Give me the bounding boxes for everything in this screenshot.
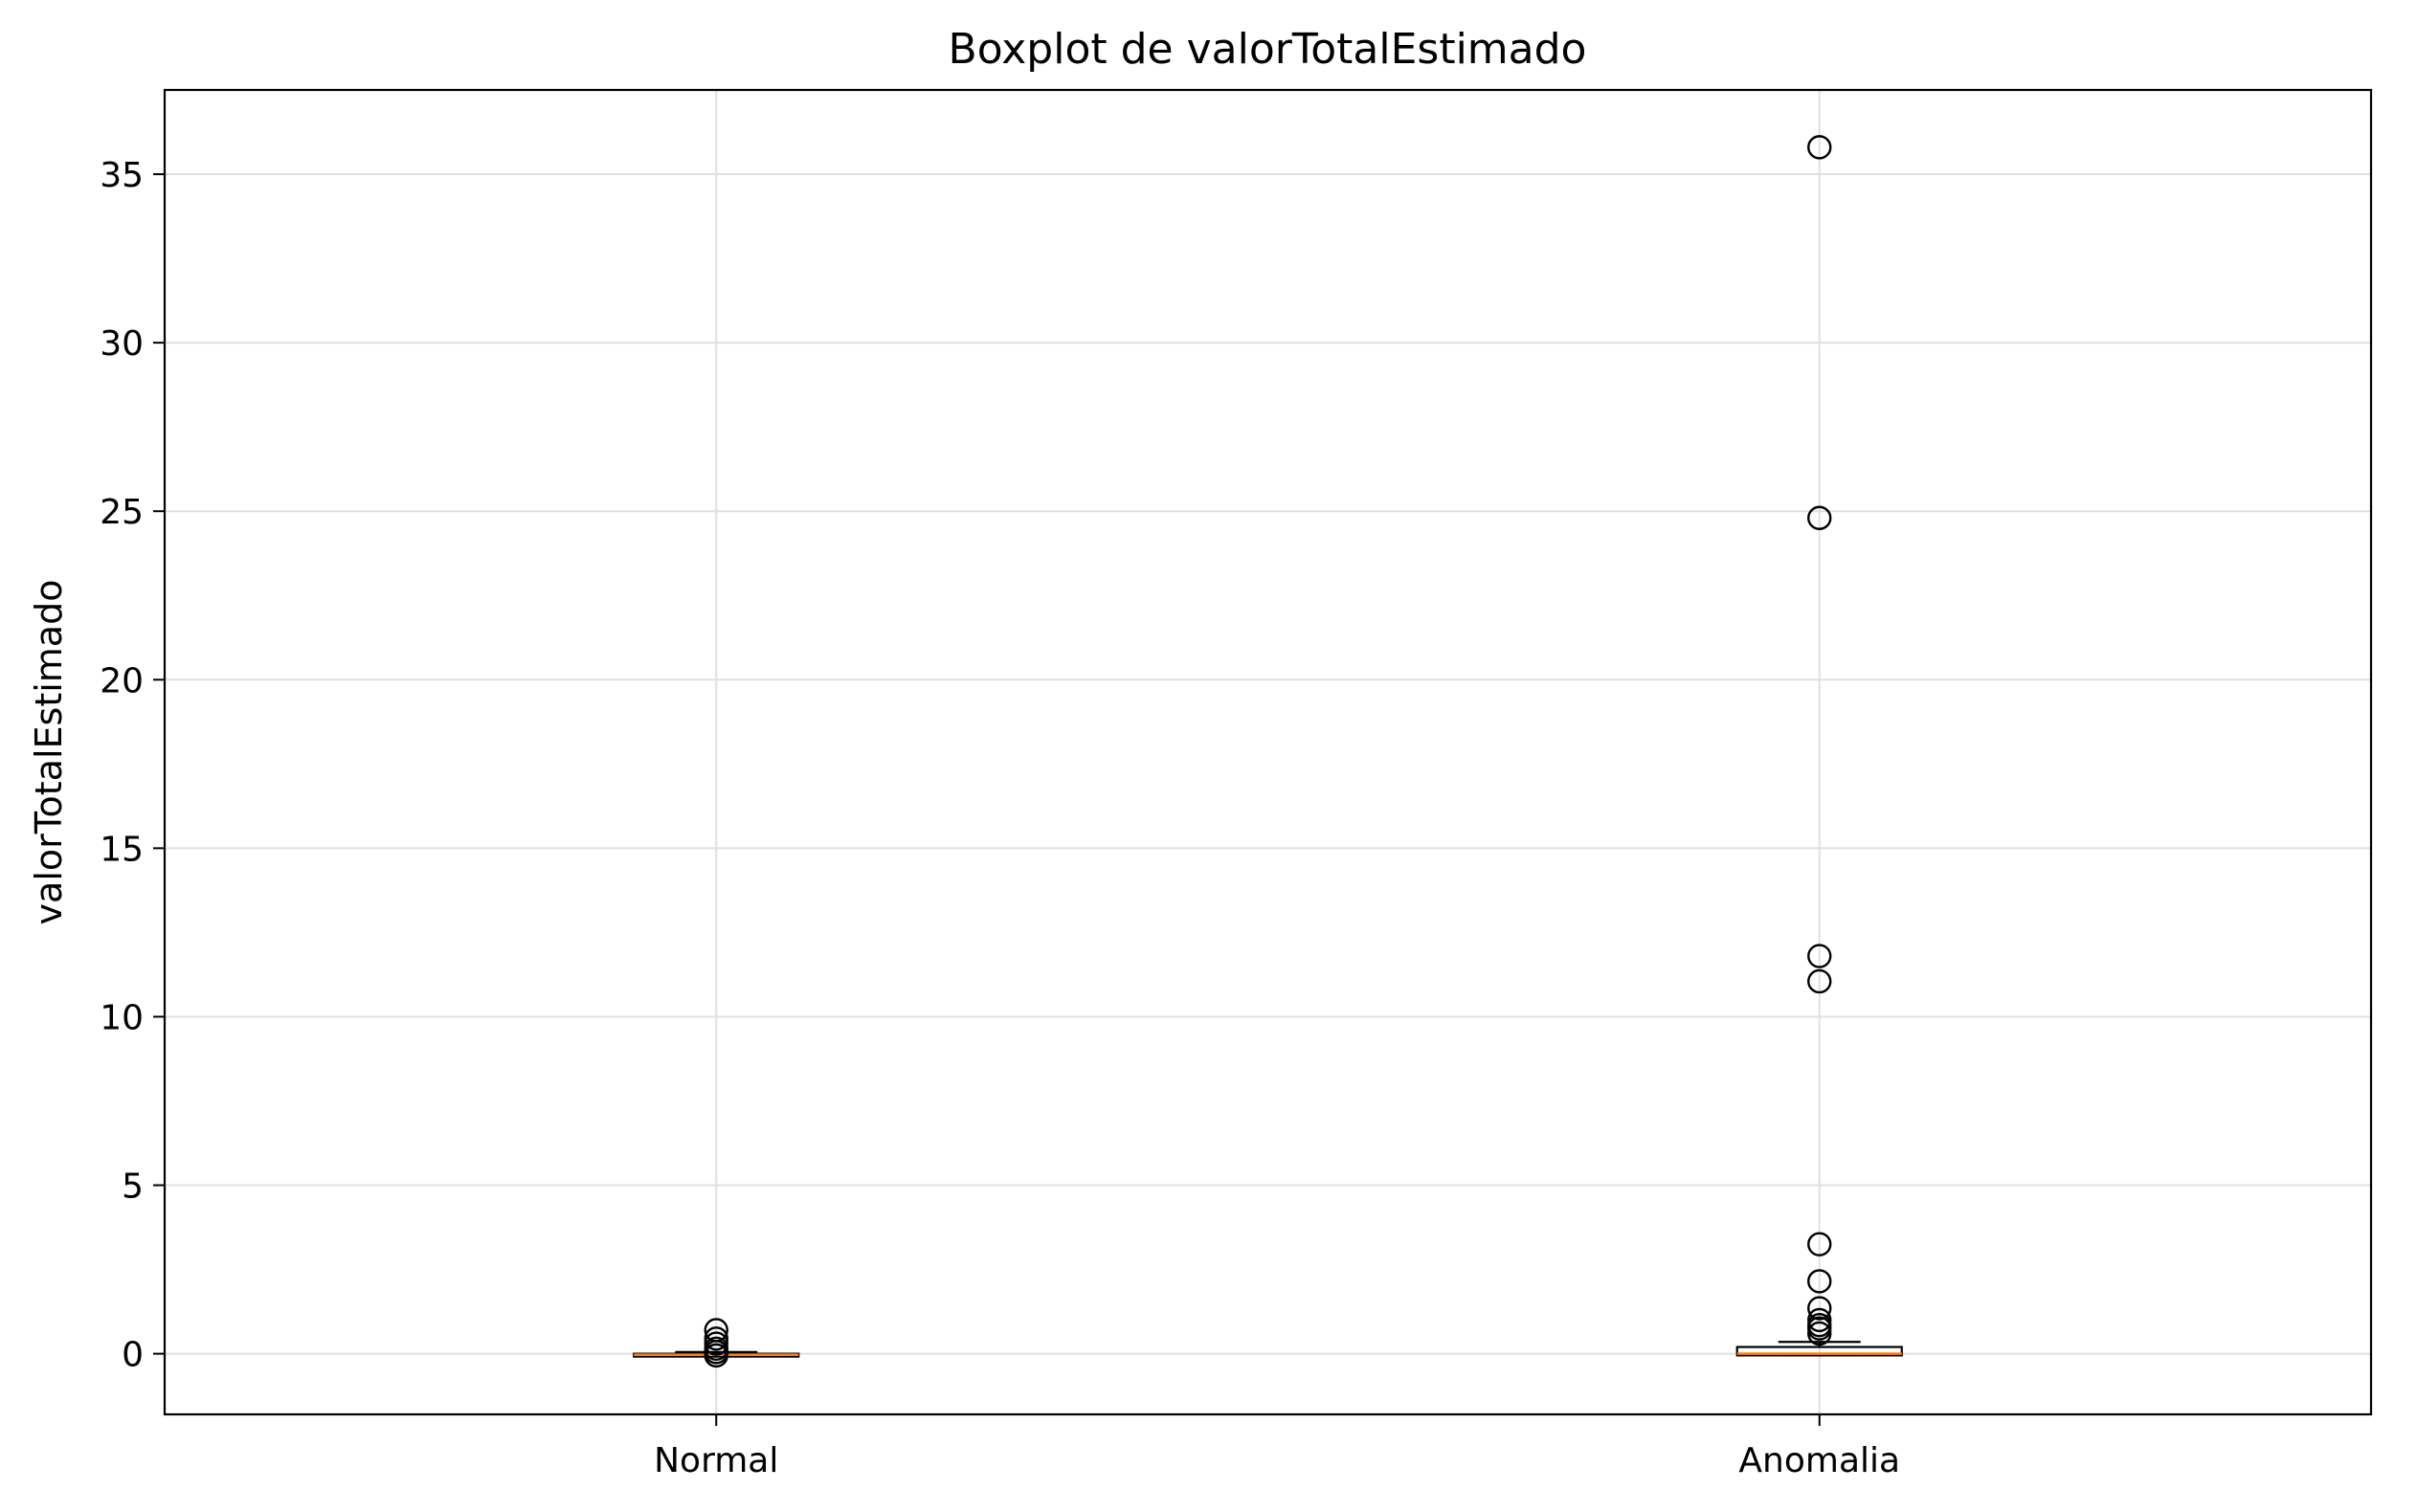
y-tick-label: 20 xyxy=(100,661,144,700)
y-tick-label: 15 xyxy=(100,830,144,869)
plot-area-frame xyxy=(163,88,2373,1416)
outlier-point xyxy=(1807,135,1832,160)
outlier-point xyxy=(1807,1321,1832,1346)
y-tick-label: 30 xyxy=(100,324,144,364)
box-normal xyxy=(633,1318,800,1368)
outlier-point xyxy=(704,1343,728,1368)
y-tick-label: 5 xyxy=(122,1167,144,1207)
outlier-point xyxy=(1807,505,1832,530)
y-tick-label: 0 xyxy=(122,1336,144,1375)
chart-title: Boxplot de valorTotalEstimado xyxy=(949,25,1587,74)
y-axis-label: valorTotalEstimado xyxy=(28,580,70,925)
x-tick-label: Normal xyxy=(654,1441,778,1480)
x-tick-label: Anomalia xyxy=(1738,1441,1900,1480)
tick-layer: 0 5 10 15 20 25 30 35 Normal Anomalia xyxy=(100,156,1900,1480)
outlier-point xyxy=(1807,968,1832,994)
box-layer xyxy=(633,135,1903,1368)
box-anomalia xyxy=(1735,135,1903,1357)
outlier-point xyxy=(1807,1232,1832,1256)
y-tick-label: 10 xyxy=(100,998,144,1037)
y-tick-label: 25 xyxy=(100,493,144,532)
iqr-box xyxy=(1735,1345,1903,1357)
outlier-point xyxy=(1807,1296,1832,1321)
y-tick-label: 35 xyxy=(100,156,144,195)
outlier-point xyxy=(1807,1269,1832,1294)
outlier-point xyxy=(1807,944,1832,968)
grid-lines xyxy=(165,90,2371,1414)
